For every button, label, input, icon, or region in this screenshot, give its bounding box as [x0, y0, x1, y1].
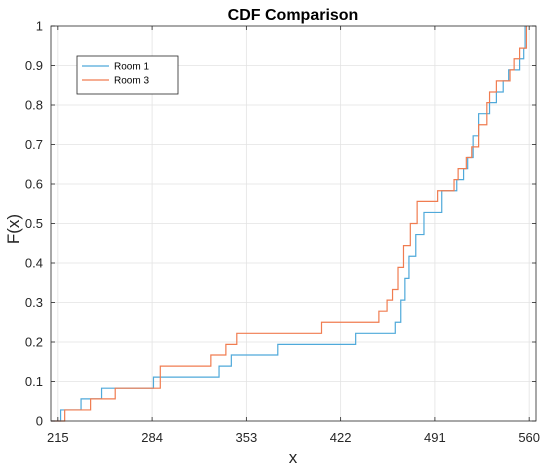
y-tick-label: 0.1 — [25, 374, 43, 389]
y-axis-label: F(x) — [4, 214, 23, 244]
y-tick-label: 0.6 — [25, 177, 43, 192]
series-layer — [51, 26, 528, 422]
legend-label: Room 3 — [114, 76, 149, 87]
y-tick-label: 0.9 — [25, 58, 43, 73]
y-tick-label: 0.3 — [25, 295, 43, 310]
x-axis-label: x — [289, 448, 298, 467]
x-tick-label: 353 — [236, 430, 258, 445]
x-tick-label: 284 — [141, 430, 163, 445]
y-tick-label: 0.7 — [25, 137, 43, 152]
y-tick-label: 0.8 — [25, 98, 43, 113]
x-tick-label: 215 — [47, 430, 69, 445]
tick-labels: 215 284 353 422 491 560 0 0.1 0.2 0.3 0.4 0.5 0.6 0.7… — [25, 19, 540, 446]
x-tick-label: 422 — [330, 430, 352, 445]
x-tick-label: 560 — [518, 430, 540, 445]
y-tick-label: 0.2 — [25, 335, 43, 350]
y-tick-label: 0 — [36, 414, 43, 429]
ticks — [51, 25, 536, 422]
grid — [51, 26, 536, 421]
legend: Room 1 Room 3 — [76, 55, 179, 95]
legend-box — [76, 55, 179, 95]
legend-label: Room 1 — [114, 62, 149, 73]
series-line-room-3 — [51, 26, 528, 422]
x-tick-label: 491 — [424, 430, 446, 445]
y-tick-label: 0.5 — [25, 216, 43, 231]
y-tick-label: 1 — [36, 19, 43, 34]
chart-title: CDF Comparison — [228, 7, 359, 24]
y-tick-label: 0.4 — [25, 256, 43, 271]
